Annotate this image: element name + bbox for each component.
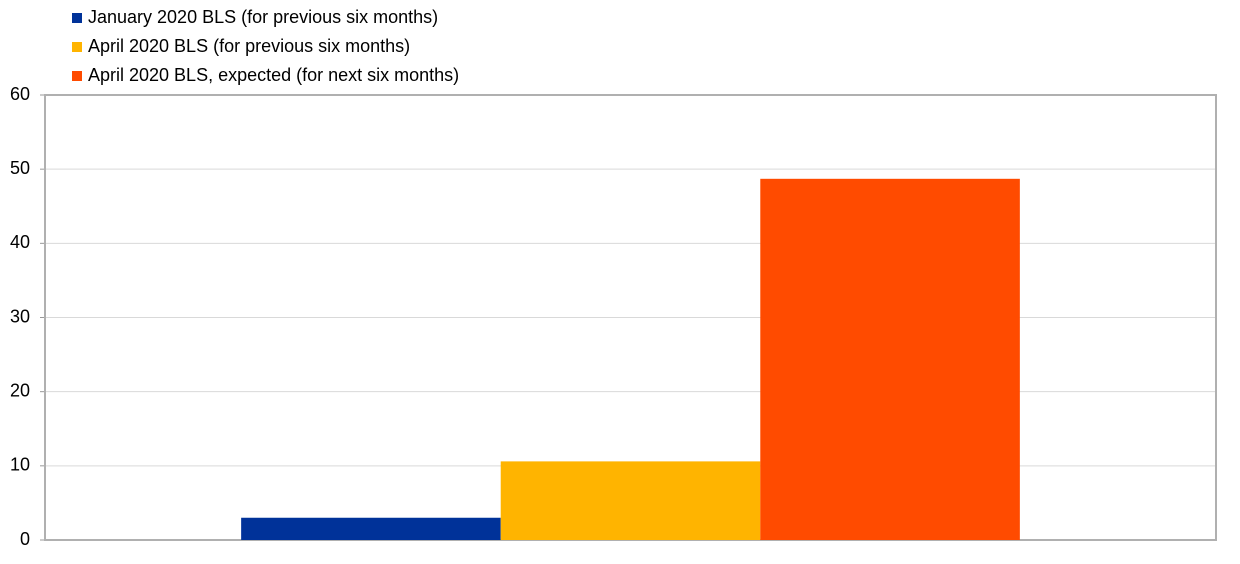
legend-label: January 2020 BLS (for previous six month…: [88, 7, 438, 27]
legend-marker: [72, 42, 82, 52]
legend-marker: [72, 13, 82, 23]
y-tick-label: 50: [10, 158, 30, 178]
legend-marker: [72, 71, 82, 81]
legend-label: April 2020 BLS, expected (for next six m…: [88, 65, 459, 85]
y-tick-label: 10: [10, 455, 30, 475]
y-tick-label: 30: [10, 306, 30, 326]
bar: [241, 517, 501, 540]
y-tick-label: 20: [10, 380, 30, 400]
bar: [500, 461, 761, 540]
y-tick-label: 40: [10, 232, 30, 252]
y-tick-label: 60: [10, 84, 30, 104]
bar: [760, 178, 1020, 540]
legend-label: April 2020 BLS (for previous six months): [88, 36, 410, 56]
y-tick-label: 0: [20, 529, 30, 549]
